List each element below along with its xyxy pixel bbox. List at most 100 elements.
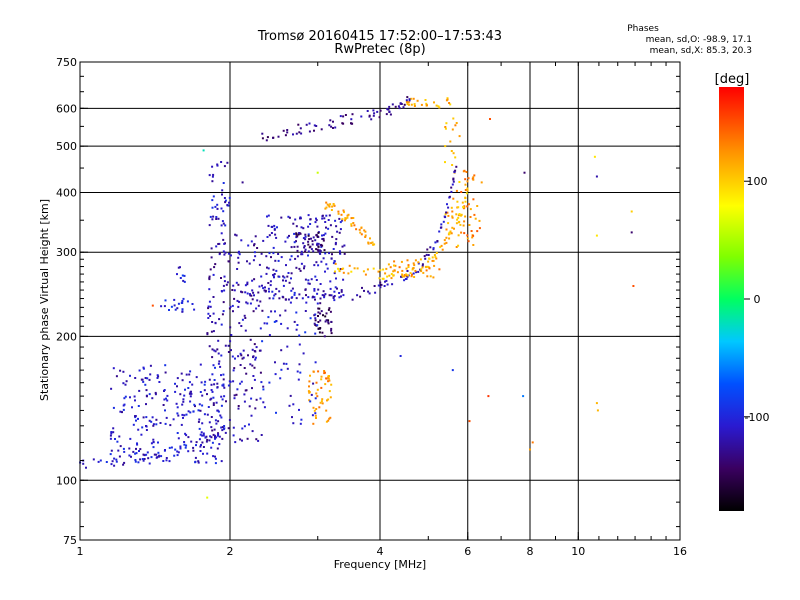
data-point [390,277,393,280]
data-point [252,375,255,377]
data-point [328,205,331,208]
data-point [452,180,455,183]
data-point [325,377,328,380]
data-point [372,114,375,117]
data-point [402,106,405,109]
data-point [110,431,113,433]
data-point [211,348,214,351]
data-point [452,178,455,181]
data-point [226,161,229,164]
data-point [457,234,460,237]
data-point [412,262,415,265]
data-point [344,114,347,116]
data-point [157,441,159,444]
data-point [241,318,244,321]
data-point [459,223,462,226]
data-point [208,224,211,227]
data-point [187,410,190,413]
data-point [218,252,221,255]
data-point [192,446,195,449]
data-point [190,440,193,443]
data-point [290,255,293,258]
data-point [447,214,450,217]
data-point [217,420,220,423]
data-point [304,278,307,281]
data-point [250,397,253,400]
data-point [111,460,114,463]
data-point [410,103,413,106]
data-point [329,396,332,399]
data-point [421,266,424,269]
data-point [445,236,448,239]
data-point [325,312,328,315]
data-point [427,254,430,256]
data-point [474,217,477,220]
data-point [630,210,633,213]
data-point [325,409,328,412]
data-point [295,233,298,236]
data-point [324,315,327,318]
data-point [376,110,379,113]
data-point [123,403,126,406]
data-point [150,420,153,423]
data-point [233,397,236,400]
data-point [295,311,298,314]
data-point [630,231,633,234]
data-point [85,466,87,469]
data-point [330,320,333,323]
data-point [317,245,320,248]
data-point [372,243,375,246]
data-point [330,294,333,297]
data-point [446,98,449,101]
data-point [332,120,334,123]
data-point [233,289,236,292]
data-point [445,211,448,214]
data-point [267,316,270,319]
data-point [298,131,301,134]
data-point [320,375,323,378]
data-point [220,354,223,357]
data-point [329,119,332,122]
data-point [203,389,206,392]
data-point [221,193,223,196]
data-point [330,327,333,330]
data-point [322,237,325,240]
data-point [320,378,323,381]
data-point [214,457,217,460]
data-point [308,380,311,383]
data-point [439,246,442,249]
data-point [337,267,339,270]
data-point [210,389,213,391]
data-point [251,430,254,433]
data-point [168,309,170,311]
data-point [243,425,246,428]
data-point [258,263,261,266]
data-point [316,302,319,305]
data-point [480,181,483,184]
data-point [116,440,119,443]
data-point [304,235,307,238]
data-point [115,460,118,463]
data-point [305,301,308,304]
data-point [329,310,332,313]
data-point [212,433,215,436]
data-point [330,332,333,335]
data-point [113,457,116,460]
data-point [206,496,209,499]
data-point [307,243,310,246]
data-point [458,135,461,138]
data-point [333,260,336,263]
data-point [269,284,272,287]
data-point [172,418,175,421]
data-point [317,288,320,291]
data-point [325,319,328,322]
data-point [206,393,208,396]
data-point [207,317,210,319]
data-point [177,451,180,454]
data-point [220,323,223,326]
data-point [238,253,241,256]
data-point [364,273,367,276]
data-point [440,226,443,229]
data-point [239,382,242,385]
data-point [319,283,322,285]
